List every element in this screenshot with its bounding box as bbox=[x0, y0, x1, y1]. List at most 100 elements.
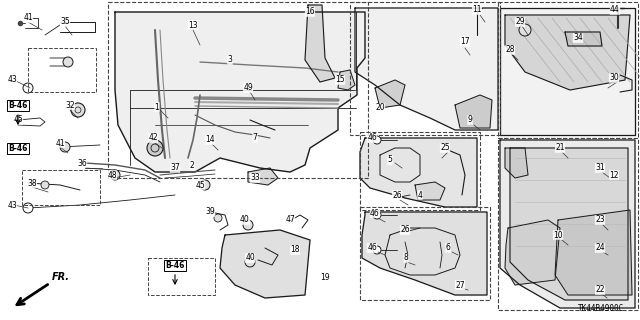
Text: 45: 45 bbox=[195, 180, 205, 189]
Bar bbox=[350, 2, 500, 135]
Bar bbox=[148, 258, 215, 295]
Text: 7: 7 bbox=[253, 133, 257, 142]
Polygon shape bbox=[505, 15, 630, 90]
Text: 10: 10 bbox=[553, 230, 563, 239]
Circle shape bbox=[41, 181, 49, 189]
Polygon shape bbox=[565, 32, 602, 46]
Circle shape bbox=[243, 220, 253, 230]
Text: 27: 27 bbox=[455, 281, 465, 290]
Circle shape bbox=[63, 57, 73, 67]
Text: 6: 6 bbox=[445, 244, 451, 252]
Text: 46: 46 bbox=[370, 209, 380, 218]
Text: 47: 47 bbox=[285, 215, 295, 225]
Text: 36: 36 bbox=[77, 158, 87, 167]
Polygon shape bbox=[500, 140, 635, 308]
Bar bbox=[360, 132, 480, 210]
Text: 21: 21 bbox=[556, 143, 564, 153]
Text: 37: 37 bbox=[170, 164, 180, 172]
Polygon shape bbox=[362, 212, 487, 295]
Text: B-46: B-46 bbox=[8, 144, 28, 153]
Text: 38: 38 bbox=[27, 179, 37, 188]
Text: 46: 46 bbox=[367, 244, 377, 252]
Text: 48: 48 bbox=[107, 171, 117, 180]
Text: 44: 44 bbox=[610, 5, 620, 14]
Text: 26: 26 bbox=[392, 190, 402, 199]
Text: TK44B4900C: TK44B4900C bbox=[578, 304, 624, 313]
Circle shape bbox=[23, 203, 33, 213]
Text: 19: 19 bbox=[320, 274, 330, 283]
Text: 29: 29 bbox=[515, 18, 525, 27]
Polygon shape bbox=[505, 220, 560, 285]
Polygon shape bbox=[355, 8, 498, 130]
Circle shape bbox=[147, 140, 163, 156]
Text: 26: 26 bbox=[400, 226, 410, 235]
Circle shape bbox=[373, 246, 381, 254]
Circle shape bbox=[373, 136, 381, 144]
Text: 15: 15 bbox=[335, 76, 345, 84]
Bar bbox=[28, 48, 96, 92]
Polygon shape bbox=[360, 138, 477, 207]
Text: 13: 13 bbox=[188, 20, 198, 29]
Text: 25: 25 bbox=[440, 143, 450, 153]
Text: 8: 8 bbox=[404, 253, 408, 262]
Text: 17: 17 bbox=[460, 37, 470, 46]
Circle shape bbox=[23, 83, 33, 93]
Text: 35: 35 bbox=[60, 18, 70, 27]
Text: 4: 4 bbox=[417, 190, 422, 199]
Polygon shape bbox=[305, 5, 335, 82]
Text: 43: 43 bbox=[7, 76, 17, 84]
Bar bbox=[360, 207, 490, 300]
Text: 46: 46 bbox=[367, 133, 377, 142]
Text: 22: 22 bbox=[595, 285, 605, 294]
Text: 9: 9 bbox=[468, 116, 472, 124]
Text: 45: 45 bbox=[13, 116, 23, 124]
Text: 3: 3 bbox=[228, 55, 232, 65]
Circle shape bbox=[519, 24, 531, 36]
Polygon shape bbox=[115, 12, 365, 172]
Text: 5: 5 bbox=[388, 156, 392, 164]
Text: 24: 24 bbox=[595, 244, 605, 252]
Bar bbox=[498, 2, 638, 138]
Polygon shape bbox=[415, 182, 445, 200]
Polygon shape bbox=[248, 168, 278, 185]
Text: 41: 41 bbox=[23, 13, 33, 22]
Text: 12: 12 bbox=[609, 171, 619, 180]
Text: 43: 43 bbox=[7, 201, 17, 210]
Circle shape bbox=[214, 214, 222, 222]
Text: 34: 34 bbox=[573, 34, 583, 43]
Circle shape bbox=[110, 170, 120, 180]
Text: 11: 11 bbox=[472, 5, 482, 14]
Polygon shape bbox=[220, 230, 310, 298]
Text: 32: 32 bbox=[65, 100, 75, 109]
Text: FR.: FR. bbox=[52, 272, 70, 282]
Polygon shape bbox=[338, 70, 355, 90]
Polygon shape bbox=[505, 148, 528, 178]
Polygon shape bbox=[510, 148, 628, 300]
Text: 20: 20 bbox=[375, 103, 385, 113]
Text: 31: 31 bbox=[595, 164, 605, 172]
Circle shape bbox=[245, 257, 255, 267]
Text: 14: 14 bbox=[205, 135, 215, 145]
Polygon shape bbox=[555, 210, 632, 295]
Circle shape bbox=[373, 211, 381, 219]
Text: 30: 30 bbox=[609, 74, 619, 83]
Text: 1: 1 bbox=[155, 102, 159, 111]
Bar bbox=[108, 2, 368, 178]
Text: 40: 40 bbox=[245, 253, 255, 262]
Circle shape bbox=[200, 180, 210, 190]
Bar bbox=[22, 170, 100, 205]
Polygon shape bbox=[455, 95, 492, 128]
Text: 39: 39 bbox=[205, 207, 215, 217]
Text: 18: 18 bbox=[291, 245, 300, 254]
Circle shape bbox=[60, 142, 70, 152]
Text: 41: 41 bbox=[55, 139, 65, 148]
Text: 33: 33 bbox=[250, 173, 260, 182]
Polygon shape bbox=[500, 8, 635, 135]
Text: B-46: B-46 bbox=[8, 101, 28, 110]
Circle shape bbox=[71, 103, 85, 117]
Text: 28: 28 bbox=[505, 45, 515, 54]
Text: 49: 49 bbox=[243, 84, 253, 92]
Text: 40: 40 bbox=[240, 215, 250, 225]
Polygon shape bbox=[375, 80, 405, 108]
Text: 16: 16 bbox=[305, 7, 315, 17]
